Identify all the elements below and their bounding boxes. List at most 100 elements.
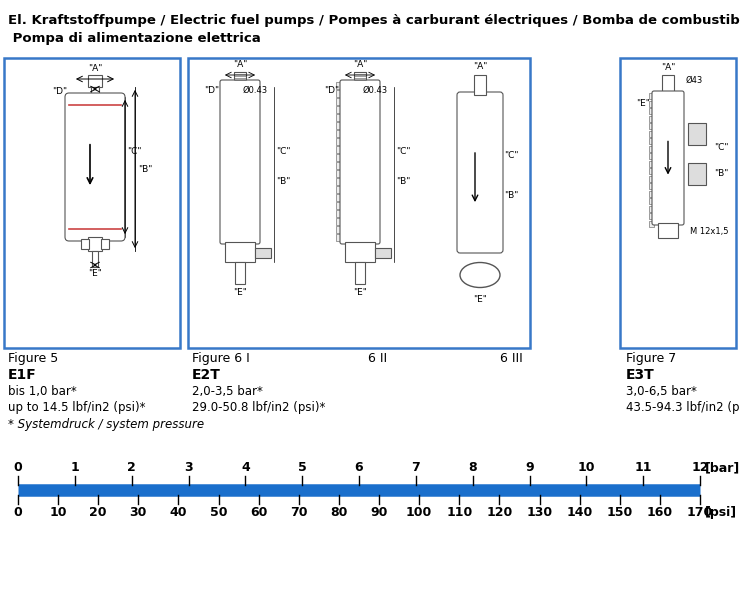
Bar	[658, 223, 678, 238]
Text: 150: 150	[607, 506, 633, 519]
Text: "A": "A"	[353, 60, 367, 69]
Bar	[649, 168, 654, 174]
Bar	[649, 145, 654, 151]
Text: 0: 0	[13, 461, 22, 474]
Text: "C": "C"	[276, 147, 291, 157]
Bar	[4, 58, 180, 348]
Bar	[81, 239, 89, 249]
Text: "C": "C"	[127, 147, 141, 157]
Text: 6 III: 6 III	[500, 352, 522, 365]
Bar	[474, 75, 486, 95]
Bar	[375, 248, 391, 258]
Text: 30: 30	[130, 506, 147, 519]
Bar	[620, 58, 736, 348]
Text: "E": "E"	[473, 295, 487, 304]
Bar	[345, 242, 375, 262]
Text: "A": "A"	[233, 60, 247, 69]
Bar	[234, 72, 246, 82]
Text: E1F: E1F	[8, 368, 37, 382]
Text: 140: 140	[567, 506, 593, 519]
Text: "A": "A"	[473, 62, 487, 71]
Text: 120: 120	[486, 506, 513, 519]
Text: 5: 5	[297, 461, 306, 474]
Text: 80: 80	[330, 506, 348, 519]
Bar	[336, 90, 342, 97]
Text: up to 14.5 lbf/in2 (psi)*: up to 14.5 lbf/in2 (psi)*	[8, 401, 146, 414]
Text: "B": "B"	[138, 164, 152, 174]
Text: 2: 2	[127, 461, 136, 474]
Text: "C": "C"	[714, 144, 728, 153]
Bar	[649, 138, 654, 144]
Text: 20: 20	[90, 506, 107, 519]
Bar	[91, 87, 99, 97]
Text: 6: 6	[354, 461, 363, 474]
Text: M 12x1,5: M 12x1,5	[690, 227, 728, 236]
Text: Figure 7: Figure 7	[626, 352, 676, 365]
Text: [bar]: [bar]	[705, 461, 740, 474]
Text: 6 II: 6 II	[368, 352, 387, 365]
Bar	[336, 234, 342, 241]
FancyBboxPatch shape	[652, 91, 684, 225]
Text: 60: 60	[250, 506, 267, 519]
Text: "E": "E"	[88, 269, 102, 278]
Text: "D": "D"	[52, 87, 67, 95]
Text: El. Kraftstoffpumpe / Electric fuel pumps / Pompes à carburant électriques / Bom: El. Kraftstoffpumpe / Electric fuel pump…	[8, 14, 740, 27]
Bar	[336, 178, 342, 185]
Bar	[649, 108, 654, 114]
Text: "C": "C"	[396, 147, 411, 157]
Bar	[649, 198, 654, 204]
Bar	[235, 262, 245, 284]
Bar	[255, 248, 271, 258]
Text: [psi]: [psi]	[705, 506, 737, 519]
Text: "D": "D"	[324, 86, 339, 95]
FancyBboxPatch shape	[340, 80, 380, 244]
Bar	[649, 190, 654, 197]
Text: "D": "D"	[204, 86, 219, 95]
Text: * Systemdruck / system pressure: * Systemdruck / system pressure	[8, 418, 204, 431]
Bar	[688, 123, 706, 145]
Bar	[188, 58, 530, 348]
Bar	[225, 242, 255, 262]
Text: Ø0.43: Ø0.43	[363, 86, 388, 95]
Text: 160: 160	[647, 506, 673, 519]
Text: "B": "B"	[396, 177, 411, 187]
Text: Figure 5: Figure 5	[8, 352, 58, 365]
Text: 10: 10	[578, 461, 595, 474]
Text: bis 1,0 bar*: bis 1,0 bar*	[8, 385, 77, 398]
Text: Ø0.43: Ø0.43	[243, 86, 268, 95]
Text: E3T: E3T	[626, 368, 655, 382]
Text: 70: 70	[290, 506, 308, 519]
Bar	[336, 98, 342, 105]
Bar	[355, 262, 365, 284]
Text: 130: 130	[526, 506, 553, 519]
Text: 10: 10	[50, 506, 67, 519]
Bar	[336, 226, 342, 233]
Text: 11: 11	[634, 461, 652, 474]
Bar	[336, 146, 342, 153]
Text: "A": "A"	[661, 63, 675, 72]
Bar	[336, 122, 342, 129]
Text: "B": "B"	[504, 190, 519, 200]
Bar	[336, 194, 342, 201]
Text: 43.5-94.3 lbf/in2 (psi)*: 43.5-94.3 lbf/in2 (psi)*	[626, 401, 740, 414]
Text: 3: 3	[184, 461, 193, 474]
Bar	[354, 72, 366, 82]
Text: 2,0-3,5 bar*: 2,0-3,5 bar*	[192, 385, 263, 398]
Text: "C": "C"	[504, 151, 519, 160]
Bar	[649, 101, 654, 107]
Bar	[649, 115, 654, 121]
Text: Figure 6 I: Figure 6 I	[192, 352, 250, 365]
Bar	[649, 131, 654, 137]
Text: 29.0-50.8 lbf/in2 (psi)*: 29.0-50.8 lbf/in2 (psi)*	[192, 401, 326, 414]
Text: E2T: E2T	[192, 368, 221, 382]
Ellipse shape	[460, 263, 500, 287]
Bar	[336, 82, 342, 89]
Bar	[336, 218, 342, 225]
Bar	[336, 106, 342, 113]
Text: 0: 0	[13, 506, 22, 519]
Bar	[101, 239, 109, 249]
Text: 50: 50	[210, 506, 227, 519]
Text: 90: 90	[371, 506, 388, 519]
Bar	[649, 183, 654, 189]
Text: 170: 170	[687, 506, 713, 519]
